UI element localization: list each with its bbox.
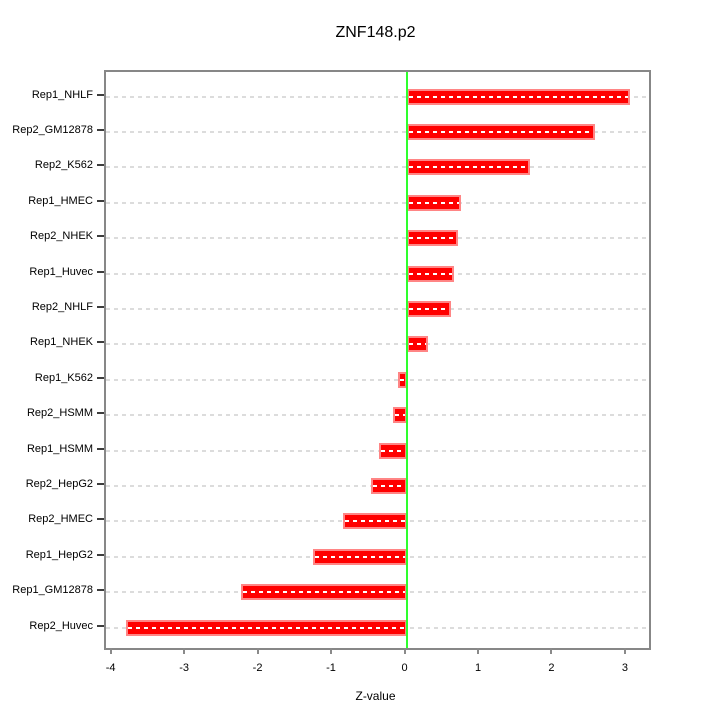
bar-dash-pattern <box>345 520 405 523</box>
row-gridline <box>106 95 649 98</box>
y-axis-label: Rep1_NHEK <box>30 336 93 349</box>
zero-line <box>405 72 408 648</box>
bar-Rep2_K562 <box>406 159 530 176</box>
row-gridline <box>106 307 649 310</box>
x-axis-tick-label: 3 <box>621 662 629 674</box>
y-axis-label: Rep2_K562 <box>34 159 93 172</box>
y-axis-tick <box>97 270 104 273</box>
y-axis-label: Rep2_HSMM <box>26 407 93 420</box>
y-axis-tick <box>97 447 104 450</box>
y-axis-label: Rep2_Huvec <box>29 619 93 632</box>
y-axis-label: Rep2_NHLF <box>31 300 93 313</box>
y-axis-label: Rep1_Huvec <box>29 265 93 278</box>
y-axis-tick <box>97 164 104 167</box>
bar-Rep2_GM12878 <box>406 123 595 140</box>
bar-dash-pattern <box>408 201 459 204</box>
bar-Rep2_HSMM <box>392 407 407 424</box>
x-axis-tick-label: 0 <box>401 662 408 674</box>
row-gridline <box>106 449 649 452</box>
bar-dash-pattern <box>408 307 450 310</box>
bar-Rep1_NHLF <box>406 88 630 105</box>
y-axis-tick <box>97 376 104 379</box>
row-gridline <box>106 272 649 275</box>
x-axis-tick <box>550 648 553 654</box>
row-gridline <box>106 414 649 417</box>
y-axis-label: Rep1_K562 <box>34 371 93 384</box>
bar-dash-pattern <box>408 343 426 346</box>
row-gridline <box>106 166 649 169</box>
y-axis-label: Rep1_HSMM <box>26 442 93 455</box>
x-axis-tick <box>623 648 626 654</box>
x-axis-tick-label: 1 <box>474 662 482 674</box>
y-axis-label: Rep1_HepG2 <box>25 548 93 561</box>
row-gridline <box>106 237 649 240</box>
y-axis-label: Rep2_HMEC <box>28 513 93 526</box>
bar-dash-pattern <box>394 414 405 417</box>
bar-dash-pattern <box>399 378 405 381</box>
bar-dash-pattern <box>408 166 528 169</box>
x-axis-tick <box>109 648 112 654</box>
x-axis-tick-label: -2 <box>252 662 263 674</box>
y-axis-label: Rep1_HMEC <box>28 194 93 207</box>
bar-Rep2_NHLF <box>406 300 452 317</box>
y-axis-tick <box>97 199 104 202</box>
y-axis-tick <box>97 412 104 415</box>
x-axis-tick <box>256 648 259 654</box>
bar-dash-pattern <box>315 555 405 558</box>
bar-dash-pattern <box>408 237 456 240</box>
y-axis-label: Rep2_NHEK <box>30 230 93 243</box>
bar-Rep1_HSMM <box>379 442 407 459</box>
x-axis-tick-label: 2 <box>548 662 555 674</box>
x-axis-tick-label: -3 <box>179 662 189 674</box>
bar-dash-pattern <box>408 95 628 98</box>
y-axis-label: Rep1_NHLF <box>31 88 93 101</box>
y-axis-tick <box>97 482 104 485</box>
x-axis-title: Z-value <box>355 689 396 703</box>
y-axis-label: Rep2_GM12878 <box>12 123 93 136</box>
y-axis-label: Rep2_HepG2 <box>25 477 93 490</box>
bar-dash-pattern <box>381 449 405 452</box>
plot-area <box>104 70 651 650</box>
y-axis-tick <box>97 518 104 521</box>
bar-dash-pattern <box>127 626 405 629</box>
bar-Rep1_HepG2 <box>313 548 407 565</box>
y-axis-tick <box>97 235 104 238</box>
y-axis-tick <box>97 624 104 627</box>
y-axis-tick <box>97 93 104 96</box>
row-gridline <box>106 343 649 346</box>
bar-Rep1_Huvec <box>406 265 455 282</box>
x-axis-tick-label: -4 <box>105 662 116 674</box>
row-gridline <box>106 130 649 133</box>
bar-Rep1_GM12878 <box>241 584 407 601</box>
y-axis-tick <box>97 589 104 592</box>
row-gridline <box>106 201 649 204</box>
bar-Rep1_NHEK <box>406 336 428 353</box>
bar-dash-pattern <box>408 130 593 133</box>
y-axis-tick <box>97 553 104 556</box>
y-axis-label: Rep1_GM12878 <box>12 584 93 597</box>
bar-dash-pattern <box>372 484 405 487</box>
bar-Rep2_HMEC <box>343 513 407 530</box>
x-axis-tick-label: -1 <box>326 662 336 674</box>
x-axis-tick <box>183 648 186 654</box>
y-axis-tick <box>97 305 104 308</box>
bar-dash-pattern <box>243 591 405 594</box>
bar-Rep2_HepG2 <box>370 477 407 494</box>
x-axis-tick <box>477 648 479 654</box>
bar-Rep1_HMEC <box>406 194 461 211</box>
y-axis-tick <box>97 341 104 344</box>
y-axis-tick <box>97 128 104 131</box>
bar-dash-pattern <box>408 272 453 275</box>
row-gridline <box>106 378 649 381</box>
x-axis-tick <box>330 648 333 654</box>
x-axis-tick <box>403 648 406 654</box>
bar-Rep2_NHEK <box>406 230 458 247</box>
chart-title: ZNF148.p2 <box>335 24 416 41</box>
bar-Rep2_Huvec <box>125 619 407 636</box>
